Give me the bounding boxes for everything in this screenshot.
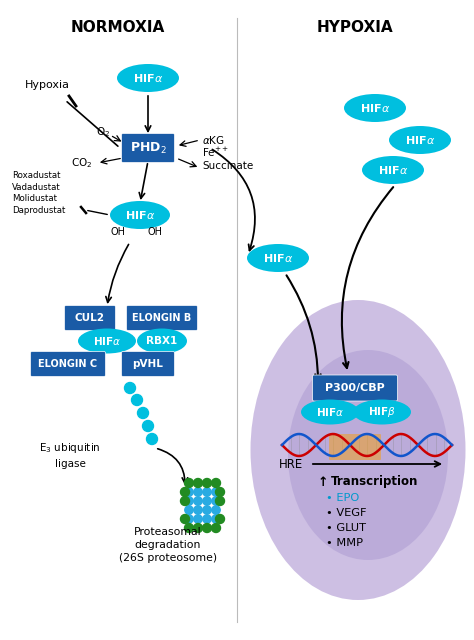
- Text: HRE: HRE: [279, 458, 303, 470]
- FancyBboxPatch shape: [121, 351, 174, 376]
- Ellipse shape: [117, 64, 179, 92]
- Circle shape: [203, 488, 211, 496]
- Ellipse shape: [78, 328, 136, 353]
- Ellipse shape: [344, 94, 406, 122]
- Circle shape: [185, 506, 193, 514]
- Text: ELONGIN C: ELONGIN C: [38, 359, 98, 369]
- Ellipse shape: [247, 244, 309, 272]
- Circle shape: [185, 515, 193, 524]
- Circle shape: [181, 515, 190, 524]
- Text: • MMP: • MMP: [326, 538, 363, 548]
- Text: HIF$\alpha$: HIF$\alpha$: [405, 134, 435, 146]
- Text: HIF$\alpha$: HIF$\alpha$: [316, 406, 344, 418]
- Text: Fe$^{++}$: Fe$^{++}$: [202, 145, 229, 159]
- Text: PHD$_2$: PHD$_2$: [129, 140, 166, 156]
- FancyBboxPatch shape: [30, 351, 106, 376]
- Circle shape: [143, 420, 154, 431]
- Circle shape: [211, 479, 220, 488]
- Text: • EPO: • EPO: [326, 493, 359, 503]
- Text: Proteasomal
degradation
(26S proteosome): Proteasomal degradation (26S proteosome): [119, 527, 217, 563]
- FancyBboxPatch shape: [329, 434, 381, 460]
- Circle shape: [202, 479, 211, 488]
- Ellipse shape: [353, 399, 411, 424]
- Circle shape: [184, 479, 193, 488]
- Ellipse shape: [137, 328, 187, 353]
- Circle shape: [212, 506, 220, 514]
- Text: P300/CBP: P300/CBP: [325, 383, 385, 393]
- Circle shape: [212, 497, 220, 505]
- Text: Succinate: Succinate: [202, 161, 253, 171]
- Text: Roxadustat
Vadadustat
Molidustat
Daprodustat: Roxadustat Vadadustat Molidustat Daprodu…: [12, 171, 65, 215]
- Circle shape: [194, 506, 202, 514]
- Text: HIF$\alpha$: HIF$\alpha$: [378, 164, 408, 176]
- Circle shape: [203, 506, 211, 514]
- Text: OH: OH: [147, 227, 163, 237]
- FancyBboxPatch shape: [127, 305, 198, 330]
- Ellipse shape: [110, 201, 170, 229]
- Circle shape: [194, 488, 202, 496]
- Text: Transcription: Transcription: [331, 476, 419, 488]
- Circle shape: [203, 497, 211, 505]
- Circle shape: [193, 524, 202, 532]
- Text: RBX1: RBX1: [146, 336, 178, 346]
- Text: HIF$\alpha$: HIF$\alpha$: [133, 72, 163, 84]
- Circle shape: [193, 479, 202, 488]
- Text: HYPOXIA: HYPOXIA: [317, 20, 393, 35]
- Circle shape: [212, 488, 220, 496]
- Circle shape: [216, 497, 225, 506]
- Circle shape: [216, 488, 225, 497]
- Text: HIF$\alpha$: HIF$\alpha$: [263, 252, 293, 264]
- Circle shape: [181, 488, 190, 497]
- Circle shape: [203, 515, 211, 524]
- Circle shape: [194, 515, 202, 524]
- Text: O$_2$: O$_2$: [96, 125, 110, 139]
- Text: ↑: ↑: [318, 476, 333, 488]
- Text: HIF$\alpha$: HIF$\alpha$: [93, 335, 121, 347]
- FancyBboxPatch shape: [121, 134, 174, 163]
- Circle shape: [125, 383, 136, 394]
- FancyBboxPatch shape: [312, 375, 398, 401]
- Ellipse shape: [250, 300, 465, 600]
- Text: OH: OH: [110, 227, 126, 237]
- Text: Hypoxia: Hypoxia: [25, 80, 70, 90]
- Text: $\alpha$KG: $\alpha$KG: [202, 134, 225, 146]
- Circle shape: [184, 524, 193, 532]
- Ellipse shape: [362, 156, 424, 184]
- Circle shape: [131, 394, 143, 406]
- Circle shape: [137, 408, 148, 419]
- Circle shape: [211, 524, 220, 532]
- Circle shape: [202, 524, 211, 532]
- Circle shape: [181, 497, 190, 506]
- Text: pVHL: pVHL: [133, 359, 164, 369]
- Text: CUL2: CUL2: [75, 313, 105, 323]
- Ellipse shape: [301, 399, 359, 424]
- Text: E$_3$ ubiquitin
ligase: E$_3$ ubiquitin ligase: [39, 442, 101, 468]
- Text: • GLUT: • GLUT: [326, 523, 366, 533]
- Circle shape: [212, 515, 220, 524]
- FancyBboxPatch shape: [64, 305, 116, 330]
- Circle shape: [216, 515, 225, 524]
- Text: • VEGF: • VEGF: [326, 508, 366, 518]
- Circle shape: [185, 488, 193, 496]
- Text: HIF$\beta$: HIF$\beta$: [368, 405, 396, 419]
- Ellipse shape: [389, 126, 451, 154]
- Ellipse shape: [288, 350, 448, 560]
- Text: HIF$\alpha$: HIF$\alpha$: [360, 102, 390, 114]
- Circle shape: [146, 433, 157, 445]
- Text: CO$_2$: CO$_2$: [71, 156, 93, 170]
- Circle shape: [194, 497, 202, 505]
- Text: ELONGIN B: ELONGIN B: [132, 313, 191, 323]
- Text: HIF$\alpha$: HIF$\alpha$: [125, 209, 155, 221]
- Text: NORMOXIA: NORMOXIA: [71, 20, 165, 35]
- Circle shape: [185, 497, 193, 505]
